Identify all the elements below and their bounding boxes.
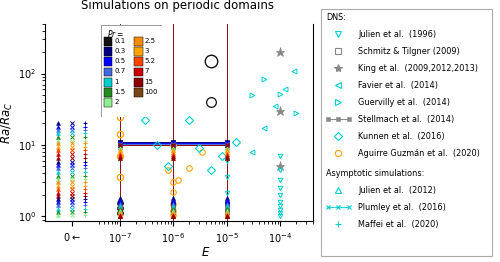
Text: Favier et al.  (2014): Favier et al. (2014) (358, 81, 438, 90)
Text: Simulations on periodic domains: Simulations on periodic domains (81, 0, 274, 12)
Text: Asymptotic simulations:: Asymptotic simulations: (326, 169, 424, 178)
Text: DNS:: DNS: (326, 13, 346, 22)
Text: Aguirre Guzmán et al.  (2020): Aguirre Guzmán et al. (2020) (358, 149, 480, 158)
Text: Julien et al.  (1996): Julien et al. (1996) (358, 30, 436, 39)
Text: Julien et al.  (2012): Julien et al. (2012) (358, 186, 436, 195)
Text: Stellmach et al.  (2014): Stellmach et al. (2014) (358, 115, 454, 124)
Text: Kunnen et al.  (2016): Kunnen et al. (2016) (358, 132, 445, 141)
Text: King et al.  (2009,2012,2013): King et al. (2009,2012,2013) (358, 64, 478, 73)
Y-axis label: $Ra / Ra_C$: $Ra / Ra_C$ (0, 101, 15, 144)
Text: Guervilly et al.  (2014): Guervilly et al. (2014) (358, 98, 450, 107)
Text: Schmitz & Tilgner (2009): Schmitz & Tilgner (2009) (358, 47, 460, 56)
X-axis label: $E$: $E$ (201, 246, 210, 259)
Text: Plumley et al.  (2016): Plumley et al. (2016) (358, 203, 446, 212)
FancyBboxPatch shape (320, 9, 492, 255)
Text: Maffei et al.  (2020): Maffei et al. (2020) (358, 220, 438, 229)
